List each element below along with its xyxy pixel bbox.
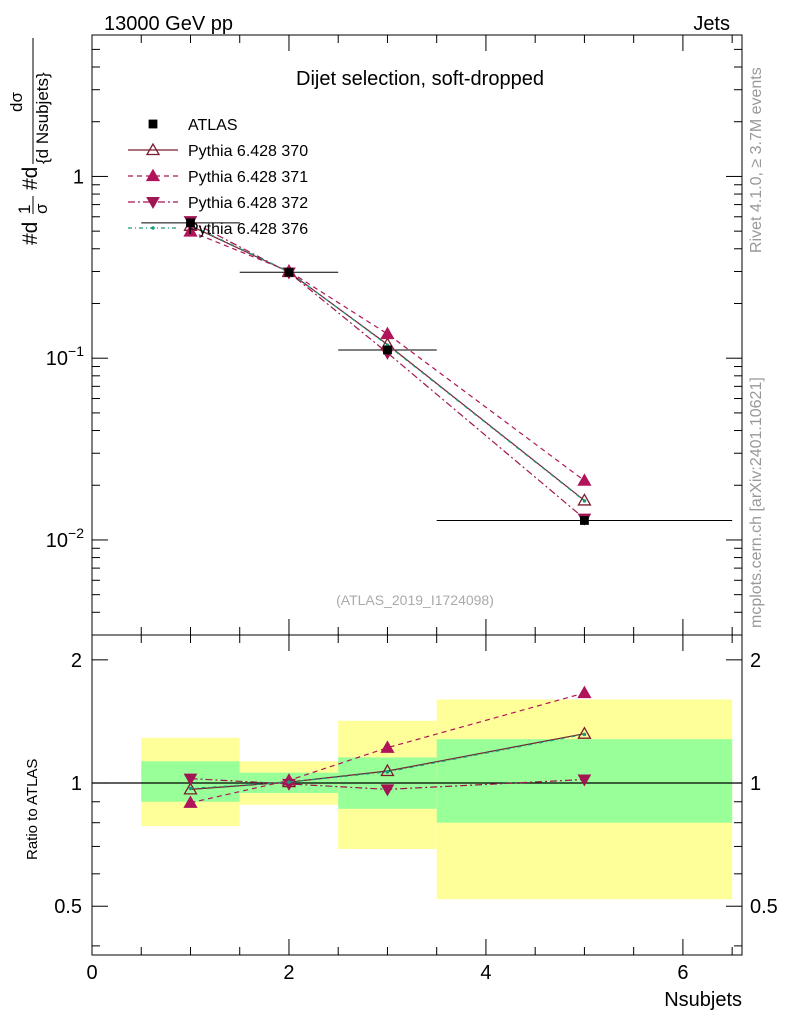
- ratio-series-1-point-3: [577, 685, 592, 699]
- ratio-series-2-point-0: [183, 773, 198, 786]
- main-series-3-line: [190, 224, 585, 502]
- ratio-ytick-label-left-0: 0.5: [54, 896, 82, 918]
- analysis-watermark: (ATLAS_2019_I1724098): [336, 592, 494, 608]
- atlas-point-1: [284, 267, 294, 277]
- ratio-frame: [91, 634, 743, 956]
- ratio-series-3-point-0: [188, 786, 193, 791]
- main-series-1-point-0: [183, 224, 198, 237]
- ylabel-d: #d: [19, 167, 42, 190]
- ratio-series-1-point-0: [183, 795, 198, 808]
- xtick-label-3: 6: [677, 962, 688, 984]
- ratio-panel: 0.5 0.5 1 1 2 2 0 2 4 6 Ratio to ATLAS Nsubjets: [24, 634, 778, 1011]
- header-left: 13000 GeV pp: [104, 13, 233, 35]
- main-ytick-label-2: 10−2: [46, 525, 84, 552]
- atlas-point-3: [580, 516, 589, 525]
- main-series-1-line: [190, 230, 585, 482]
- ratio-series-1-point-2: [380, 740, 395, 753]
- ratio-series-2-point-3: [577, 774, 592, 787]
- ratio-series-0-point-2: [380, 763, 395, 777]
- ratio-axis-ticks: 0.5 0.5 1 1 2 2 0 2 4 6: [54, 635, 778, 984]
- main-series-2-line: [190, 220, 585, 520]
- ratio-series-0-line: [190, 733, 585, 790]
- xtick-label-0: 0: [86, 962, 97, 984]
- legend: ATLAS Pythia 6.428 370 Pythia 6.428 371 Pyt…: [128, 117, 308, 238]
- ratio-ytick-label-right-0: 0.5: [750, 896, 778, 918]
- ratio-y-axis-label: Ratio to ATLAS: [24, 759, 41, 860]
- ylabel-sigma-bar-one: 1: [15, 205, 34, 214]
- atlas-point-0: [186, 218, 195, 228]
- ratio-series-3-point-2: [385, 770, 390, 774]
- ylabel-numerator-left: #d: [19, 222, 42, 245]
- legend-marker-3: [146, 197, 160, 210]
- ratio-series-3-point-1: [287, 780, 291, 784]
- main-content: [141, 216, 733, 526]
- xtick-label-1: 2: [283, 962, 294, 984]
- main-series-1-point-3: [577, 473, 592, 486]
- ratio-series-2-point-2: [380, 784, 395, 797]
- ratio-ytick-label-right-1: 1: [750, 773, 761, 795]
- ylabel-dnsubjets: {d Nsubjets}: [33, 72, 52, 164]
- legend-label-2: Pythia 6.428 371: [188, 169, 308, 186]
- ratio-ytick-label-left-1: 1: [71, 773, 82, 795]
- main-series-0-line: [190, 225, 585, 501]
- ratio-series-2-line: [190, 778, 585, 790]
- ratio-series-0-point-3: [577, 726, 592, 739]
- legend-marker-2: [145, 168, 161, 182]
- ratio-content: [92, 685, 742, 900]
- xtick-label-2: 4: [480, 962, 491, 984]
- legend-marker-0: [148, 119, 158, 129]
- rivet-label: Rivet 4.1.0, ≥ 3.7M events: [748, 67, 765, 253]
- legend-label-4: Pythia 6.428 376: [188, 221, 308, 238]
- main-ytick-label-0: 1: [73, 166, 84, 188]
- main-panel: Dijet selection, soft-dropped (ATLAS_201…: [7, 34, 743, 636]
- legend-label-3: Pythia 6.428 372: [188, 195, 308, 212]
- legend-label-1: Pythia 6.428 370: [188, 143, 308, 160]
- legend-marker-4: [151, 226, 155, 230]
- x-axis-label: Nsubjets: [664, 989, 742, 1011]
- ratio-series-1-line: [190, 692, 585, 804]
- legend-label-0: ATLAS: [188, 117, 238, 134]
- ratio-series-3-line: [190, 733, 585, 790]
- header-right: Jets: [693, 13, 730, 35]
- main-axis-ticks: 1 10−1 10−2: [46, 34, 742, 636]
- ratio-series-3-point-3: [582, 732, 587, 737]
- ratio-ytick-label-left-2: 2: [71, 650, 82, 672]
- ylabel-sigma: σ: [32, 203, 51, 214]
- legend-marker-1: [145, 142, 161, 156]
- atlas-point-2: [383, 345, 392, 355]
- main-series-0-point-3: [577, 493, 592, 506]
- mcplots-label: mcplots.cern.ch [arXiv:2401.10621]: [748, 377, 765, 628]
- ratio-ytick-label-right-2: 2: [750, 650, 761, 672]
- chart-title: Dijet selection, soft-dropped: [296, 68, 544, 90]
- main-series-3-point-3: [582, 499, 587, 503]
- main-series-1-point-2: [380, 326, 395, 340]
- main-y-axis-label: #d 1 σ #d dσ {d Nsubjets}: [7, 38, 52, 245]
- ylabel-dsigma: dσ: [7, 92, 26, 112]
- main-ytick-label-1: 10−1: [46, 343, 84, 370]
